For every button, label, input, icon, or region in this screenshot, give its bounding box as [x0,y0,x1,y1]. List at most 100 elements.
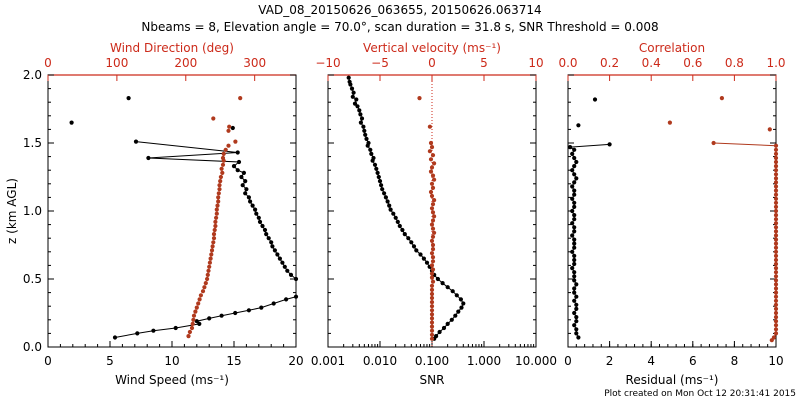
residual-series-0-point [572,164,577,169]
x-tick-label: 0.001 [311,354,345,368]
snr-series-1-point [430,279,436,284]
wind-series-0-point [282,264,287,269]
residual-series-0-point [570,151,575,156]
residual-series-1-point [773,331,779,336]
wind-series-1-point [207,264,212,269]
x-tick-label: 10.000 [515,354,557,368]
residual-series-1-point [773,196,779,201]
snr-series-1-point [428,189,434,195]
panel-snr: 0.001 0.010 0.100 1.000 10.000 SNR −10 −5 0 5 10 Ve… [311,41,557,387]
residual-series-0-point [572,188,577,193]
wind-series-1-point [213,219,218,224]
wind-series-1-point [213,223,218,229]
snr-series-0-point [449,317,454,322]
wind-series-0-point [270,244,275,249]
snr-series-0-point [391,211,396,216]
top-tick-label: 0.6 [683,56,702,70]
wind-series-0-point [230,125,235,131]
wind-series-1-point [217,183,222,188]
residual-series-0-point [576,335,581,340]
top-tick-label: 0 [428,56,436,70]
wind-series-0-point [272,248,277,253]
snr-series-0-point [397,223,402,229]
residual-series-0-point [574,331,579,336]
wind-series-0-point [173,325,178,331]
x-tick-label: 15 [226,354,241,368]
wind-series-0-point [275,252,280,257]
snr-series-0-point [418,252,423,257]
residual-series-1-point [773,184,779,189]
y-tick-label: 0.0 [23,340,42,354]
residual-series-0-point [572,200,577,205]
residual-series-0-point [572,253,577,258]
wind-series-0-point [288,272,294,277]
wind-series-1-point [226,128,231,133]
residual-series-0-point [570,168,575,173]
snr-series-0-point [359,116,365,121]
residual-series-1-point [773,298,779,303]
wind-series-1-point [210,244,215,249]
residual-series-0-point [572,155,577,161]
top-tick-label: 0 [44,56,52,70]
wind-series-0-point [293,294,299,299]
wind-series-1-point [215,203,220,208]
wind-series-0-point [69,120,74,125]
wind-series-0-point [246,195,251,200]
residual-series-0-point [572,278,577,283]
wind-series-1-point [206,268,211,273]
wind-series-0-point [259,305,264,310]
snr-series-1-point [428,169,434,174]
snr-series-0-point [358,112,363,117]
residual-series-0-point [576,123,581,128]
snr-series-1-point [432,161,437,166]
residual-series-1-point [773,200,779,205]
snr-series-1-point [429,300,435,305]
residual-series-0-point [572,290,577,295]
residual-series-0-point [574,176,579,181]
residual-series-1-point [773,282,779,287]
wind-series-0-point [146,155,151,161]
residual-series-0-point [572,274,577,279]
wind-series-0-point [240,183,245,188]
snr-series-0-point [450,289,455,294]
residual-series-0-point [572,261,577,267]
snr-series-0-point [364,136,369,141]
residual-series-1-point [773,213,779,218]
residual-series-1-point [773,168,779,173]
x-tick-label: 4 [647,354,655,368]
wind-series-0-point [241,170,246,175]
snr-series-1-point [429,193,435,199]
residual-series-1-point [769,338,774,343]
wind-series-0-point [151,328,156,333]
residual-series-0-point [572,172,577,177]
residual-series-0-point [572,237,577,242]
residual-series-0-point [570,221,575,226]
wind-series-0-point [231,164,237,169]
residual-series-0-point [572,286,577,291]
y-axis-label: z (km AGL) [5,178,19,244]
snr-series-1-point [432,177,437,182]
residual-series-1-point [773,315,779,320]
residual-series-1-point [773,286,779,291]
wind-series-1-point [214,207,219,212]
residual-series-0-point [572,270,577,275]
wind-series-0-point [219,313,224,318]
x-tick-label: 10 [164,354,179,368]
wind-series-1-point [233,139,238,144]
wind-series-0-point [260,223,265,229]
wind-series-1-point [198,293,203,298]
wind-series-1-point [220,170,225,175]
wind-series-1-point [214,211,219,216]
wind-series-0-point [284,297,289,302]
snr-series-1-point [429,263,435,268]
snr-series-0-point [459,305,464,310]
wind-series-1-point [217,187,222,192]
wind-series-0-point [248,199,253,204]
snr-series-0-point [453,313,458,318]
wind-series-1-point [221,158,226,163]
snr-series-1-point [432,214,437,219]
snr-series-1-point [429,181,435,186]
snr-series-0-point [441,325,447,331]
residual-series-1-point [773,274,779,279]
